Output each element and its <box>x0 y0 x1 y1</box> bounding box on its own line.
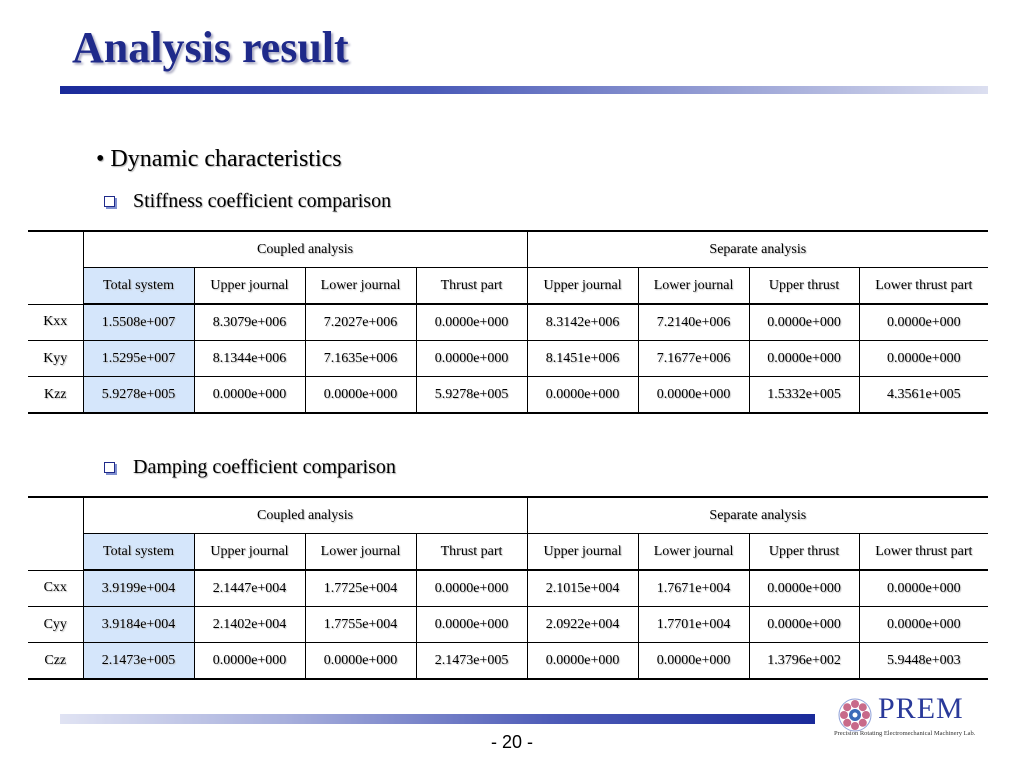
table-cell: 0.0000e+000 <box>193 376 306 414</box>
group-header-separate: Separate analysis <box>526 230 989 268</box>
row-label: Kxx <box>28 303 84 341</box>
table-cell: 0.0000e+000 <box>748 569 860 607</box>
slide-title: Analysis result <box>72 23 349 72</box>
table-corner-cell <box>28 496 84 571</box>
table-cell: 1.3796e+002 <box>748 642 860 680</box>
checkbox-bullet-icon <box>104 462 115 473</box>
table-cell: 0.0000e+000 <box>526 642 639 680</box>
table-cell: 5.9278e+005 <box>82 376 195 414</box>
row-label: Czz <box>28 642 84 680</box>
gear-flower-icon <box>838 698 872 732</box>
table-cell: 1.5332e+005 <box>748 376 860 414</box>
table-cell: 7.2140e+006 <box>637 303 750 341</box>
table-cell: 1.7755e+004 <box>304 606 417 643</box>
table-row: Cyy 3.9184e+004 2.1402e+004 1.7755e+004 … <box>28 606 989 643</box>
table-cell: 0.0000e+000 <box>858 303 989 341</box>
table-cell: 2.1473e+005 <box>82 642 195 680</box>
table-cell: 0.0000e+000 <box>858 569 989 607</box>
column-header: Thrust part <box>415 267 528 305</box>
table-cell: 1.5508e+007 <box>82 303 195 341</box>
table-corner-cell <box>28 230 84 305</box>
stiffness-caption-text: Stiffness coefficient comparison <box>133 190 392 212</box>
table-cell: 8.1451e+006 <box>526 340 639 377</box>
table-cell: 0.0000e+000 <box>858 340 989 377</box>
table-row: Kyy 1.5295e+007 8.1344e+006 7.1635e+006 … <box>28 340 989 377</box>
table-cell: 2.1015e+004 <box>526 569 639 607</box>
table-cell: 0.0000e+000 <box>858 606 989 643</box>
prem-logo: PREM Precision Rotating Electromechanica… <box>834 692 994 742</box>
table-cell: 0.0000e+000 <box>415 606 528 643</box>
column-header: Upper thrust <box>748 533 860 571</box>
column-header: Lower journal <box>637 533 750 571</box>
column-header: Total system <box>82 267 195 305</box>
table-cell: 0.0000e+000 <box>193 642 306 680</box>
group-header-separate: Separate analysis <box>526 496 989 534</box>
row-label: Cyy <box>28 606 84 643</box>
table-cell: 2.1402e+004 <box>193 606 306 643</box>
damping-caption: Damping coefficient comparison <box>104 456 396 479</box>
table-cell: 7.1635e+006 <box>304 340 417 377</box>
column-header: Upper journal <box>526 267 639 305</box>
table-cell: 1.7671e+004 <box>637 569 750 607</box>
section-heading: • Dynamic characteristics <box>96 146 342 172</box>
page-number: - 20 - <box>490 732 533 752</box>
stiffness-table: Coupled analysis Separate analysis Total… <box>28 230 989 414</box>
column-header: Upper journal <box>193 267 306 305</box>
damping-table: Coupled analysis Separate analysis Total… <box>28 496 989 680</box>
stiffness-caption: Stiffness coefficient comparison <box>104 190 391 213</box>
table-row: Cxx 3.9199e+004 2.1447e+004 1.7725e+004 … <box>28 569 989 607</box>
table-cell: 5.9278e+005 <box>415 376 528 414</box>
table-cell: 0.0000e+000 <box>526 376 639 414</box>
column-header: Lower thrust part <box>858 533 989 571</box>
logo-tagline: Precision Rotating Electromechanical Mac… <box>834 730 976 737</box>
column-header: Thrust part <box>415 533 528 571</box>
table-row: Kxx 1.5508e+007 8.3079e+006 7.2027e+006 … <box>28 303 989 341</box>
table-cell: 0.0000e+000 <box>748 606 860 643</box>
table-cell: 0.0000e+000 <box>415 340 528 377</box>
column-header: Upper thrust <box>748 267 860 305</box>
table-cell: 0.0000e+000 <box>304 642 417 680</box>
table-row: Kzz 5.9278e+005 0.0000e+000 0.0000e+000 … <box>28 376 989 414</box>
logo-name: PREM <box>878 692 964 725</box>
table-cell: 0.0000e+000 <box>637 642 750 680</box>
table-cell: 8.1344e+006 <box>193 340 306 377</box>
column-header: Total system <box>82 533 195 571</box>
table-cell: 4.3561e+005 <box>858 376 989 414</box>
group-header-coupled: Coupled analysis <box>82 496 528 534</box>
table-cell: 3.9199e+004 <box>82 569 195 607</box>
table-cell: 0.0000e+000 <box>637 376 750 414</box>
column-header: Lower thrust part <box>858 267 989 305</box>
column-header: Lower journal <box>637 267 750 305</box>
table-cell: 0.0000e+000 <box>748 340 860 377</box>
table-cell: 3.9184e+004 <box>82 606 195 643</box>
row-label: Kzz <box>28 376 84 414</box>
table-cell: 0.0000e+000 <box>748 303 860 341</box>
table-cell: 2.1473e+005 <box>415 642 528 680</box>
table-cell: 0.0000e+000 <box>415 303 528 341</box>
column-header: Lower journal <box>304 533 417 571</box>
table-cell: 1.7725e+004 <box>304 569 417 607</box>
footer-bar <box>60 714 815 724</box>
table-cell: 1.5295e+007 <box>82 340 195 377</box>
row-label: Kyy <box>28 340 84 377</box>
table-cell: 7.1677e+006 <box>637 340 750 377</box>
row-label: Cxx <box>28 569 84 607</box>
table-cell: 8.3142e+006 <box>526 303 639 341</box>
column-header: Lower journal <box>304 267 417 305</box>
title-underline-bar <box>60 86 988 94</box>
table-cell: 1.7701e+004 <box>637 606 750 643</box>
column-header: Upper journal <box>193 533 306 571</box>
damping-caption-text: Damping coefficient comparison <box>133 456 396 478</box>
table-row: Czz 2.1473e+005 0.0000e+000 0.0000e+000 … <box>28 642 989 680</box>
table-cell: 0.0000e+000 <box>415 569 528 607</box>
checkbox-bullet-icon <box>104 196 115 207</box>
table-cell: 7.2027e+006 <box>304 303 417 341</box>
table-cell: 8.3079e+006 <box>193 303 306 341</box>
group-header-coupled: Coupled analysis <box>82 230 528 268</box>
table-cell: 2.1447e+004 <box>193 569 306 607</box>
table-cell: 0.0000e+000 <box>304 376 417 414</box>
table-cell: 5.9448e+003 <box>858 642 989 680</box>
table-cell: 2.0922e+004 <box>526 606 639 643</box>
column-header: Upper journal <box>526 533 639 571</box>
